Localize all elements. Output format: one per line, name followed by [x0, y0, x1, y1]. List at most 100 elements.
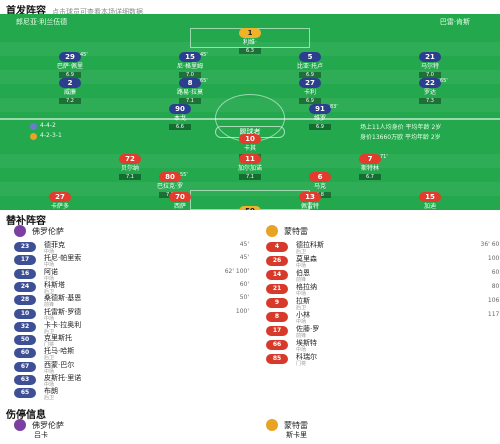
substitute-row[interactable]: 8 小林 中场 117' — [266, 310, 500, 325]
sub-event: 62' 100' — [224, 267, 249, 275]
substitute-row[interactable]: 66 埃斯特 中场 — [266, 338, 500, 353]
player-name: 马克 — [313, 183, 326, 190]
sub-event: 60' — [491, 269, 500, 276]
substitute-row[interactable]: 16 阿诺 中场 62' 100' — [14, 267, 249, 282]
away-player[interactable]: 13佩雷特7.6 — [280, 192, 340, 210]
sub-name: 布朗 — [44, 387, 58, 396]
home-player[interactable]: 22 65' 罗达 7.3 — [400, 78, 460, 104]
substitute-row[interactable]: 28 桑德斯·基恩 前锋 50' — [14, 293, 249, 308]
home-player[interactable]: 91 83' 维罗 6.9 — [290, 104, 350, 130]
injury-away-item[interactable]: 斯卡里 — [266, 430, 500, 444]
player-number: 21 — [419, 52, 441, 62]
sub-name: 伯恩 — [296, 269, 310, 277]
substitute-row[interactable]: 10 托雷斯·罗德 中场 100' — [14, 307, 249, 322]
player-name: 本戈 — [173, 115, 186, 122]
player-name: 西萨 — [173, 203, 186, 210]
sub-number: 32 — [14, 321, 36, 332]
injury-section: 伤停信息 佛罗伦萨 蒙特雷 吕卡 斯卡里 — [0, 406, 500, 440]
home-value-info: 场上11人均身价 平均年龄 2岁 — [360, 124, 442, 131]
home-player[interactable]: 29 45' 巴萨·佩里 6.9 — [40, 52, 100, 78]
sub-time-badge: 65' — [200, 78, 208, 84]
home-player[interactable]: 15 45' 尼·格里姆 7.0 — [160, 52, 220, 78]
subs-header: 替补阵容 — [0, 210, 500, 227]
sub-position: 中场 — [44, 249, 55, 255]
home-player[interactable]: 21 马尔特 7.0 — [400, 52, 460, 78]
player-rating: 6.9 — [299, 72, 321, 78]
sub-name: 托尼·帕里索 — [44, 254, 82, 263]
injury-away-name: 斯卡里 — [286, 431, 307, 439]
substitute-row[interactable]: 23 德菲克 中场 45' — [14, 240, 249, 255]
substitute-row[interactable]: 26 莫里森 中场 100' — [266, 254, 500, 269]
away-player[interactable]: 27卡萨多6.9 — [30, 192, 90, 210]
substitute-row[interactable]: 17 佐藤·罗 前锋 — [266, 324, 500, 339]
away-player[interactable]: 11 加尔加诺 7.1 — [220, 154, 280, 180]
sub-position: 中场 — [296, 319, 307, 325]
injury-home-item[interactable]: 吕卡 — [14, 430, 249, 444]
home-player[interactable]: 90 本戈 6.6 — [150, 104, 210, 130]
sub-position: 前锋 — [296, 333, 307, 339]
sub-number: 67 — [14, 361, 36, 372]
away-player[interactable]: 70西萨7.4 — [150, 192, 210, 210]
substitute-row[interactable]: 67 西蒙·巴尔 中场 — [14, 360, 249, 375]
home-player[interactable]: 27 卡利 6.9 — [280, 78, 340, 104]
substitute-row[interactable]: 24 科斯塔 后卫 60' — [14, 280, 249, 295]
lineup-subtitle: 点击球员可查看本场详细数据 — [52, 8, 143, 16]
substitute-row[interactable]: 65 布朗 后卫 — [14, 386, 249, 401]
sub-position: 前锋 — [296, 277, 307, 283]
away-player[interactable]: 15加迪6.9 — [400, 192, 460, 210]
sub-position: 中场 — [296, 263, 307, 269]
player-number: 80 — [159, 172, 181, 182]
substitute-row[interactable]: 85 科瑞尔 门将 — [266, 352, 500, 367]
home-player[interactable]: 2 威廉 7.2 — [40, 78, 100, 104]
away-value-info: 身价13660万欧 平均年龄 2岁 — [360, 134, 441, 141]
injury-away-team-name: 蒙特雷 — [284, 420, 308, 430]
substitute-row[interactable]: 32 卡卡·拉奥利 后卫 — [14, 320, 249, 335]
player-rating: 7.3 — [419, 98, 441, 104]
home-formation: 4-4-2 — [40, 122, 56, 129]
away-team-name[interactable]: 巴雷·肯斯 — [439, 18, 470, 26]
sub-event: 106' — [487, 297, 500, 304]
player-number: 1 — [239, 28, 261, 38]
substitute-row[interactable]: 60 托马·哈斯 后卫 — [14, 346, 249, 361]
sub-event: 117' — [487, 311, 500, 318]
player-name: 马尔特 — [420, 63, 439, 70]
home-player[interactable]: 5 比亚·托卢 6.9 — [280, 52, 340, 78]
sub-name: 皮斯托·里诺 — [44, 374, 82, 382]
player-name: 尼·格里姆 — [177, 63, 203, 70]
home-player[interactable]: 1 利维· 6.3 — [220, 28, 280, 54]
player-number: 27 — [49, 192, 71, 202]
substitute-row[interactable]: 9 拉斯 后卫 106' — [266, 296, 500, 311]
player-rating: 7.0 — [419, 72, 441, 78]
injury-away-team: 蒙特雷 — [266, 418, 308, 432]
player-name: 佩雷特 — [300, 203, 319, 210]
substitute-row[interactable]: 50 克里斯托 门将 — [14, 333, 249, 349]
subs-title: 替补阵容 — [6, 216, 46, 227]
home-player[interactable]: 8 65' 路易·拉莫 7.1 — [160, 78, 220, 104]
home-logo-icon — [14, 225, 26, 237]
sub-position: 门将 — [44, 342, 55, 349]
player-rating: 7.2 — [59, 98, 81, 104]
home-team-icon — [30, 123, 37, 130]
player-name: 罗达 — [423, 89, 436, 96]
substitute-row[interactable]: 63 皮斯托·里诺 中场 — [14, 373, 249, 388]
sub-number: 14 — [266, 270, 288, 280]
sub-name: 桑德斯·基恩 — [44, 294, 82, 303]
sub-position: 后卫 — [296, 305, 307, 311]
away-player[interactable]: 7 71' 斯特林 6.7 — [340, 154, 400, 180]
substitute-row[interactable]: 4 德拉科斯 后卫 36' 60' — [266, 240, 500, 255]
away-player[interactable]: 72 贝尔纳 7.1 — [100, 154, 160, 180]
sub-name: 拉斯 — [296, 297, 310, 305]
player-rating: 6.3 — [239, 48, 261, 54]
sub-event: 100' — [235, 307, 249, 315]
player-rating: 6.9 — [299, 98, 321, 104]
lineup-header: 首发阵容 点击球员可查看本场详细数据 — [0, 0, 500, 17]
player-name: 贝尔纳 — [120, 165, 139, 172]
sub-name: 德菲克 — [44, 241, 65, 249]
away-player[interactable]: 50斯维·拉马6.6 — [220, 206, 280, 210]
home-team-name[interactable]: 郎尼亚·利兰伍德 — [16, 18, 68, 26]
player-name: 卡萨多 — [50, 203, 69, 210]
substitute-row[interactable]: 17 托尼·帕里索 中场 45' — [14, 253, 249, 268]
player-rating: 7.1 — [239, 174, 261, 180]
